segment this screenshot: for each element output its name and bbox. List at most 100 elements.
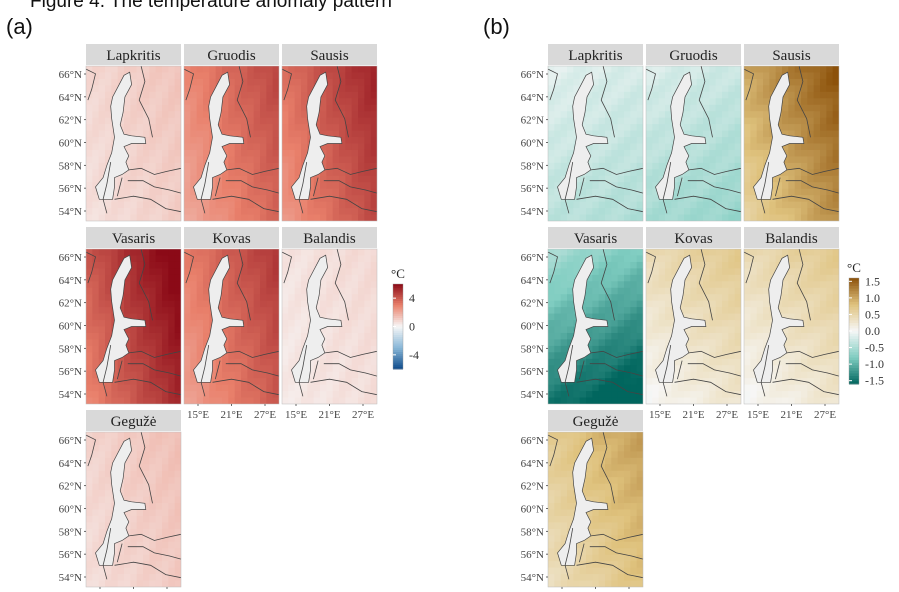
anomaly-cell — [703, 156, 710, 164]
anomaly-cell — [832, 358, 839, 366]
anomaly-cell — [234, 130, 242, 138]
anomaly-cell — [690, 188, 698, 196]
anomaly-cell — [592, 169, 600, 177]
anomaly-cell — [611, 378, 619, 386]
anomaly-cell — [605, 130, 612, 138]
anomaly-cell — [174, 345, 181, 353]
anomaly-cell — [370, 91, 377, 99]
anomaly-cell — [690, 274, 698, 282]
anomaly-cell — [782, 287, 789, 295]
anomaly-cell — [124, 574, 131, 582]
anomaly-cell — [149, 438, 157, 446]
anomaly-cell — [617, 268, 625, 276]
anomaly-cell — [92, 214, 100, 221]
anomaly-cell — [222, 365, 229, 373]
anomaly-cell — [703, 352, 710, 360]
anomaly-cell — [782, 182, 789, 190]
anomaly-cell — [117, 249, 125, 257]
anomaly-cell — [174, 281, 181, 289]
anomaly-cell — [813, 156, 821, 164]
anomaly-cell — [567, 98, 574, 106]
anomaly-cell — [728, 300, 736, 308]
anomaly-cell — [358, 384, 365, 392]
legend-swatch — [393, 284, 403, 287]
anomaly-cell — [168, 496, 176, 504]
anomaly-cell — [345, 188, 353, 196]
anomaly-cell — [162, 496, 169, 504]
country-border — [600, 248, 615, 321]
anomaly-cell — [143, 326, 150, 334]
anomaly-cell — [696, 326, 704, 334]
anomaly-cell — [807, 208, 815, 216]
anomaly-cell — [826, 72, 834, 80]
anomaly-cell — [358, 274, 365, 282]
anomaly-cell — [190, 72, 198, 80]
anomaly-cell — [630, 255, 638, 263]
anomaly-cell — [554, 78, 562, 86]
anomaly-cell — [605, 249, 612, 257]
anomaly-cell — [288, 287, 296, 295]
anomaly-cell — [117, 66, 125, 74]
anomaly-cell — [196, 326, 204, 334]
country-border — [102, 345, 112, 397]
anomaly-cell — [332, 214, 340, 221]
anomaly-cell — [136, 326, 144, 334]
anomaly-cell — [744, 104, 751, 112]
anomaly-cell — [636, 261, 643, 269]
anomaly-cell — [703, 175, 710, 183]
anomaly-cell — [155, 574, 163, 582]
anomaly-cell — [111, 391, 119, 399]
anomaly-cell — [617, 300, 625, 308]
anomaly-cell — [671, 249, 679, 257]
anomaly-cell — [241, 104, 248, 112]
anomaly-cell — [734, 255, 741, 263]
anomaly-cell — [624, 274, 631, 282]
anomaly-cell — [611, 294, 619, 302]
anomaly-cell — [573, 78, 581, 86]
anomaly-cell — [598, 85, 606, 93]
anomaly-cell — [266, 214, 274, 221]
anomaly-cell — [775, 175, 783, 183]
anomaly-cell — [611, 162, 619, 170]
anomaly-cell — [554, 326, 562, 334]
anomaly-cell — [168, 397, 176, 404]
anomaly-cell — [339, 313, 346, 321]
anomaly-cell — [364, 214, 372, 221]
anomaly-cell — [807, 162, 815, 170]
anomaly-cell — [149, 307, 157, 315]
anomaly-cell — [247, 66, 255, 74]
anomaly-cell — [775, 249, 783, 257]
anomaly-cell — [105, 137, 112, 145]
anomaly-cell — [196, 281, 204, 289]
anomaly-cell — [696, 72, 704, 80]
anomaly-cell — [744, 195, 751, 203]
anomaly-cell — [684, 208, 691, 216]
anomaly-cell — [782, 169, 789, 177]
anomaly-cell — [326, 391, 334, 399]
anomaly-cell — [744, 214, 751, 221]
anomaly-cell — [320, 371, 327, 379]
anomaly-cell — [253, 124, 261, 132]
anomaly-cell — [339, 66, 346, 74]
anomaly-cell — [605, 188, 612, 196]
anomaly-cell — [715, 156, 723, 164]
anomaly-cell — [345, 287, 353, 295]
anomaly-cell — [820, 294, 827, 302]
legend-swatch — [393, 322, 403, 325]
anomaly-cell — [652, 339, 660, 347]
anomaly-cell — [788, 287, 796, 295]
anomaly-cell — [86, 548, 93, 556]
anomaly-cell — [794, 195, 802, 203]
anomaly-cell — [288, 391, 296, 399]
anomaly-cell — [358, 391, 365, 399]
anomaly-cell — [801, 130, 808, 138]
anomaly-cell — [222, 91, 229, 99]
anomaly-cell — [174, 515, 181, 524]
anomaly-cell — [184, 195, 191, 203]
anomaly-cell — [728, 66, 736, 74]
anomaly-cell — [228, 255, 236, 263]
anomaly-cell — [326, 66, 334, 74]
anomaly-cell — [646, 169, 653, 177]
anomaly-cell — [370, 156, 377, 164]
anomaly-cell — [241, 156, 248, 164]
